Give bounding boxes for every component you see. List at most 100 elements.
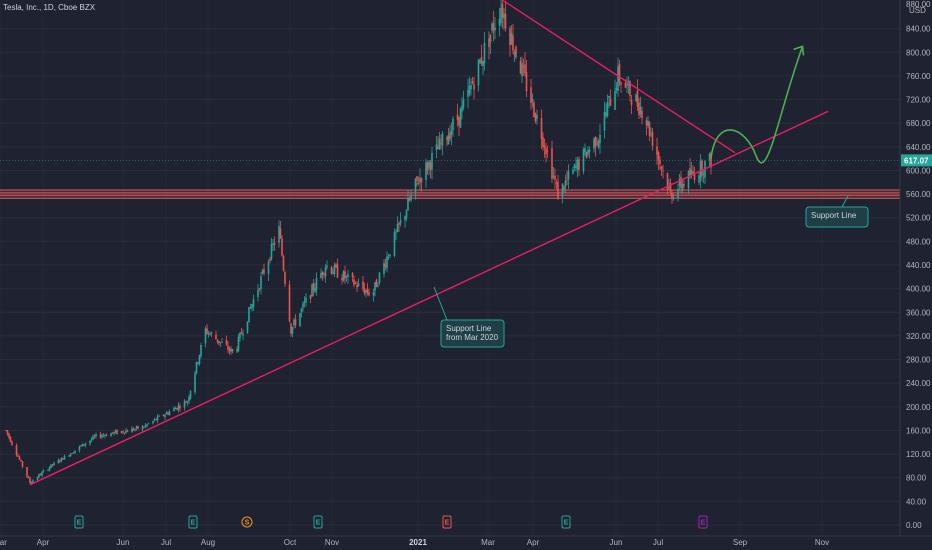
candle: [6, 430, 9, 436]
candle: [90, 437, 93, 442]
candle: [252, 294, 255, 311]
candle: [72, 451, 75, 454]
earnings-event-marker[interactable]: E: [561, 515, 571, 529]
candle: [683, 179, 685, 189]
ascending-support-trendline[interactable]: [29, 110, 829, 486]
candle: [647, 116, 649, 129]
time-axis-panel[interactable]: [0, 536, 932, 550]
candle: [111, 432, 114, 435]
candle: [246, 321, 249, 334]
candle: [641, 106, 643, 125]
candle: [15, 443, 18, 457]
candle: [282, 254, 285, 272]
candle: [9, 435, 12, 443]
candle: [524, 52, 526, 77]
candle: [440, 134, 442, 150]
candle: [509, 26, 511, 57]
candle: [51, 464, 54, 467]
candle: [251, 303, 253, 312]
candle: [71, 452, 73, 454]
price-tick-label: 840.00: [906, 25, 931, 34]
candle: [372, 288, 375, 302]
projection-path[interactable]: [710, 46, 804, 164]
candle: [536, 109, 538, 125]
candle: [84, 442, 87, 448]
candle: [561, 183, 564, 204]
candle: [540, 109, 543, 150]
candle: [354, 281, 357, 285]
trendlines[interactable]: [29, 0, 829, 486]
earnings-event-marker[interactable]: E: [698, 515, 708, 529]
candle: [323, 272, 325, 279]
earnings-event-icon: [698, 515, 708, 529]
candle: [420, 177, 423, 192]
candle: [351, 271, 354, 283]
candle: [603, 101, 606, 139]
earnings-event-marker[interactable]: E: [313, 515, 323, 529]
callout-text: from Mar 2020: [446, 333, 499, 342]
earnings-event-marker[interactable]: E: [74, 515, 84, 529]
candle: [635, 93, 637, 102]
candle: [510, 25, 513, 46]
horizontal-support-zone[interactable]: [0, 189, 900, 199]
candle: [519, 56, 522, 75]
candle: [216, 339, 219, 345]
earnings-event-marker[interactable]: E: [188, 515, 198, 529]
callout-text: Support Line: [446, 324, 492, 333]
candle: [512, 24, 514, 55]
earnings-event-marker[interactable]: E: [442, 515, 452, 529]
candle: [437, 136, 439, 150]
candle: [270, 237, 273, 261]
earnings-event-marker[interactable]: S: [241, 516, 253, 528]
candle: [551, 140, 553, 183]
candle: [341, 274, 343, 285]
descending-resistance-trendline[interactable]: [501, 0, 736, 154]
candle: [42, 469, 45, 473]
candle: [237, 333, 240, 353]
event-letter: E: [564, 520, 569, 527]
candle: [555, 179, 558, 190]
candle: [242, 329, 244, 341]
candle: [249, 303, 252, 310]
time-tick-label: Oct: [284, 538, 297, 547]
candle: [210, 331, 213, 338]
candle: [332, 268, 334, 275]
split-event-icon: [241, 516, 253, 528]
candle: [645, 117, 648, 136]
candle: [300, 307, 303, 318]
callout-box: [440, 319, 505, 348]
candle: [588, 146, 591, 159]
candle: [467, 78, 469, 109]
candle: [120, 430, 123, 434]
candle: [143, 426, 145, 428]
candle: [123, 432, 126, 436]
candle: [80, 445, 82, 447]
price-axis-top-label: 880.00: [906, 0, 931, 9]
support-line-horizontal-callout[interactable]: Support Line: [805, 195, 869, 228]
projection-arrow[interactable]: [710, 45, 805, 164]
candle: [585, 151, 588, 159]
candle: [404, 215, 406, 228]
candle: [284, 270, 286, 288]
candle: [708, 152, 711, 167]
candle: [162, 414, 165, 417]
candle: [446, 135, 448, 146]
price-tick-label: 760.00: [906, 72, 931, 81]
candle: [312, 279, 315, 297]
candle: [38, 473, 40, 479]
candle: [396, 216, 399, 233]
candle: [122, 430, 124, 434]
candle: [479, 58, 481, 64]
candle: [515, 45, 517, 60]
candle: [207, 330, 210, 338]
candle: [132, 427, 135, 431]
price-axis-panel[interactable]: [900, 0, 932, 536]
candle: [311, 283, 313, 297]
candle: [302, 301, 304, 312]
candle: [320, 268, 322, 279]
